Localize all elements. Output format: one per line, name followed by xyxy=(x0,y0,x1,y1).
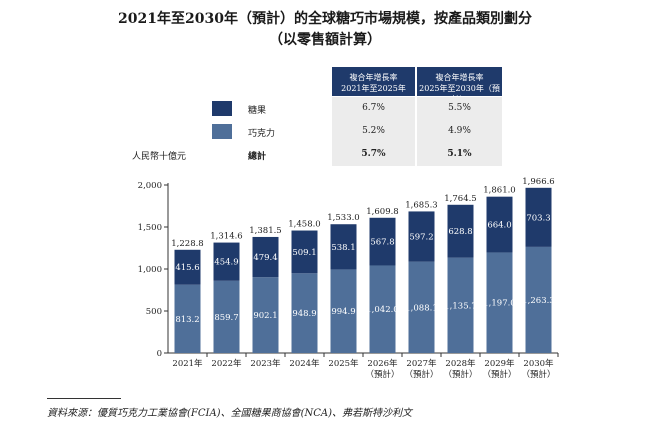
y-tick-label: 1,500 xyxy=(138,223,162,233)
total-label: 1,764.5 xyxy=(444,194,476,204)
total-label: 1,228.8 xyxy=(171,239,203,249)
data-label-chocolate: 948.9 xyxy=(292,309,316,319)
data-label-chocolate: 1,135.7 xyxy=(444,301,476,311)
cagr-candy-2025-2030: 5.5% xyxy=(417,97,502,120)
x-tick-label: 2029年 xyxy=(484,358,515,369)
total-label: 1,381.5 xyxy=(249,226,281,236)
bar-segment-candy xyxy=(174,249,201,285)
bar-segment-candy xyxy=(447,204,474,258)
x-tick-label: （預計） xyxy=(443,369,477,380)
x-tick-label: 2028年 xyxy=(445,358,476,369)
bar-segment-candy xyxy=(486,196,513,253)
x-tick-label: （預計） xyxy=(365,369,399,380)
cagr-header-2021-2025: 複合年增長率 2021年至2025年 xyxy=(332,67,415,96)
unit-label: 人民幣十億元 xyxy=(132,152,187,162)
legend-label-total: 總計 xyxy=(248,152,267,162)
bar-segment-candy xyxy=(408,211,435,262)
data-label-chocolate: 1,197.0 xyxy=(483,299,515,309)
source-note: 資料來源：優質巧克力工業協會(FCIA)、全國糖果商協會(NCA)、弗若斯特沙利… xyxy=(47,408,412,419)
total-label: 1,861.0 xyxy=(483,186,515,196)
bar-segment-chocolate xyxy=(447,257,474,353)
bar-segment-chocolate xyxy=(525,246,552,353)
data-label-chocolate: 1,088.1 xyxy=(405,303,437,313)
x-tick-label: （預計） xyxy=(521,369,555,380)
total-label: 1,314.6 xyxy=(210,232,242,242)
y-tick-label: 500 xyxy=(146,307,162,317)
data-label-candy: 703.3 xyxy=(526,213,550,223)
data-label-candy: 597.2 xyxy=(409,233,433,243)
cagr-total-2025-2030: 5.1% xyxy=(417,143,502,166)
x-tick-label: （預計） xyxy=(482,369,516,380)
bar-segment-chocolate xyxy=(213,280,240,353)
x-tick-label: （預計） xyxy=(404,369,438,380)
data-label-candy: 628.8 xyxy=(448,227,472,237)
x-tick-label: 2021年 xyxy=(172,358,203,369)
y-tick-label: 1,000 xyxy=(138,265,162,275)
bar-segment-chocolate xyxy=(252,277,279,353)
legend-label-chocolate: 巧克力 xyxy=(248,129,276,139)
data-label-candy: 479.4 xyxy=(253,253,277,263)
data-label-chocolate: 813.2 xyxy=(175,315,199,325)
data-label-candy: 538.1 xyxy=(331,243,355,253)
total-label: 1,685.3 xyxy=(405,200,437,210)
chart-subtitle: （以零售額計算） xyxy=(269,32,381,48)
data-label-chocolate: 1,042.0 xyxy=(366,305,398,315)
cagr-chocolate-2021-2025: 5.2% xyxy=(332,120,415,143)
total-label: 1,609.8 xyxy=(366,207,398,217)
x-tick-label: 2026年 xyxy=(367,358,398,369)
data-label-candy: 415.6 xyxy=(175,263,199,273)
bar-segment-chocolate xyxy=(486,252,513,353)
data-label-chocolate: 859.7 xyxy=(214,313,238,323)
bar-segment-chocolate xyxy=(408,261,435,353)
bar-segment-chocolate xyxy=(291,273,318,353)
cagr-total-2021-2025: 5.7% xyxy=(332,143,415,166)
data-label-candy: 567.8 xyxy=(370,238,394,248)
x-tick-label: 2027年 xyxy=(406,358,437,369)
legend-swatch-candy xyxy=(212,101,232,116)
bar-segment-candy xyxy=(213,242,240,281)
data-label-chocolate: 1,263.3 xyxy=(522,296,554,306)
cagr-header-1-line1: 複合年增長率 xyxy=(349,73,398,82)
total-label: 1,458.0 xyxy=(288,220,320,230)
bar-segment-candy xyxy=(252,236,279,278)
y-tick-label: 2,000 xyxy=(138,181,162,191)
cagr-header-2025-2030: 複合年增長率 2025年至2030年（預計） xyxy=(417,67,502,104)
total-label: 1,966.6 xyxy=(522,177,554,187)
x-tick-label: 2030年 xyxy=(523,358,554,369)
cagr-header-1-line2: 2021年至2025年 xyxy=(341,84,406,93)
data-label-candy: 664.0 xyxy=(487,221,511,231)
data-label-chocolate: 902.1 xyxy=(253,311,277,321)
source-divider xyxy=(47,398,121,399)
y-tick-label: 0 xyxy=(157,349,162,359)
cagr-candy-2021-2025: 6.7% xyxy=(332,97,415,120)
chart-title: 2021年至2030年（預計）的全球糖巧市場規模，按產品類別劃分 xyxy=(118,11,532,27)
data-label-candy: 454.9 xyxy=(214,258,238,268)
bar-segment-candy xyxy=(330,224,357,270)
bar-segment-candy xyxy=(525,187,552,247)
total-label: 1,533.0 xyxy=(327,213,359,223)
bar-segment-chocolate xyxy=(330,269,357,353)
x-tick-label: 2025年 xyxy=(328,358,359,369)
data-label-candy: 509.1 xyxy=(292,248,316,258)
x-tick-label: 2024年 xyxy=(289,358,320,369)
legend-label-candy: 糖果 xyxy=(248,106,267,116)
bar-segment-candy xyxy=(291,230,318,274)
bar-segment-chocolate xyxy=(369,265,396,353)
cagr-header-2-line1: 複合年增長率 xyxy=(435,73,484,82)
legend-swatch-chocolate xyxy=(212,124,232,139)
data-label-chocolate: 994.9 xyxy=(331,307,355,317)
x-tick-label: 2023年 xyxy=(250,358,281,369)
x-tick-label: 2022年 xyxy=(211,358,242,369)
bar-segment-candy xyxy=(369,217,396,266)
cagr-chocolate-2025-2030: 4.9% xyxy=(417,120,502,143)
bar-segment-chocolate xyxy=(174,284,201,353)
